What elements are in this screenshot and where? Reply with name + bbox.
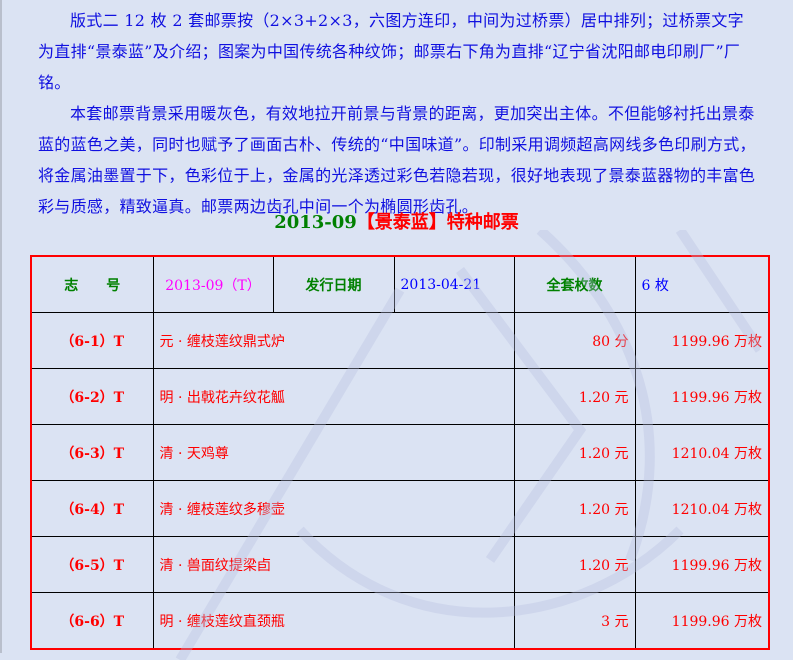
set-count: 6 枚	[634, 255, 770, 313]
stamp-issued: 1199.96 万枚	[634, 368, 770, 425]
table-row: （6-5）T 清 · 兽面纹提梁卣 1.20 元 1199.96 万枚	[30, 536, 770, 593]
stamp-name: 明 · 缠枝莲纹直颈瓶	[152, 592, 515, 650]
table-row: （6-4）T 清 · 缠枝莲纹多穆壶 1.20 元 1210.04 万枚	[30, 480, 770, 537]
label-date: 发行日期	[272, 255, 395, 313]
stamp-number: （6-1）T	[30, 312, 154, 369]
stamp-number: （6-6）T	[30, 592, 154, 650]
stamp-issued: 1199.96 万枚	[634, 536, 770, 593]
stamp-value: 1.20 元	[513, 480, 636, 537]
table-row: （6-6）T 明 · 缠枝莲纹直颈瓶 3 元 1199.96 万枚	[30, 592, 770, 650]
stamp-value: 1.20 元	[513, 536, 636, 593]
stamp-number: （6-3）T	[30, 424, 154, 481]
stamp-number: （6-4）T	[30, 480, 154, 537]
stamp-number: （6-2）T	[30, 368, 154, 425]
title-code: 2013-09	[274, 212, 357, 233]
label-count: 全套枚数	[513, 255, 636, 313]
stamp-issued: 1210.04 万枚	[634, 424, 770, 481]
intro-text: 版式二 12 枚 2 套邮票按（2×3+2×3，六图方连印，中间为过桥票）居中排…	[38, 5, 760, 222]
table-header-row: 志 号 2013-09（T） 发行日期 2013-04-21 全套枚数 6 枚	[30, 255, 770, 313]
title-name: 【景泰蓝】特种邮票	[356, 212, 519, 233]
label-code: 志 号	[30, 255, 154, 313]
stamp-issued: 1210.04 万枚	[634, 480, 770, 537]
stamp-title: 2013-09【景泰蓝】特种邮票	[0, 208, 793, 234]
stamp-value: 80 分	[513, 312, 636, 369]
stamp-table: 志 号 2013-09（T） 发行日期 2013-04-21 全套枚数 6 枚 …	[30, 255, 770, 650]
stamp-name: 明 · 出戟花卉纹花觚	[152, 368, 515, 425]
stamp-name: 清 · 天鸡尊	[152, 424, 515, 481]
stamp-value: 1.20 元	[513, 368, 636, 425]
table-row: （6-2）T 明 · 出戟花卉纹花觚 1.20 元 1199.96 万枚	[30, 368, 770, 425]
stamp-issued: 1199.96 万枚	[634, 312, 770, 369]
stamp-name: 清 · 兽面纹提梁卣	[152, 536, 515, 593]
issue-date: 2013-04-21	[393, 255, 515, 313]
issue-code: 2013-09（T）	[152, 255, 274, 313]
stamp-name: 元 · 缠枝莲纹鼎式炉	[152, 312, 515, 369]
table-row: （6-3）T 清 · 天鸡尊 1.20 元 1210.04 万枚	[30, 424, 770, 481]
intro-paragraph: 本套邮票背景采用暖灰色，有效地拉开前景与背景的距离，更加突出主体。不但能够衬托出…	[38, 104, 756, 216]
table-row: （6-1）T 元 · 缠枝莲纹鼎式炉 80 分 1199.96 万枚	[30, 312, 770, 369]
stamp-name: 清 · 缠枝莲纹多穆壶	[152, 480, 515, 537]
stamp-value: 3 元	[513, 592, 636, 650]
stamp-value: 1.20 元	[513, 424, 636, 481]
stamp-number: （6-5）T	[30, 536, 154, 593]
page-border	[0, 0, 2, 653]
stamp-issued: 1199.96 万枚	[634, 592, 770, 650]
intro-paragraph: 版式二 12 枚 2 套邮票按（2×3+2×3，六图方连印，中间为过桥票）居中排…	[38, 11, 744, 92]
